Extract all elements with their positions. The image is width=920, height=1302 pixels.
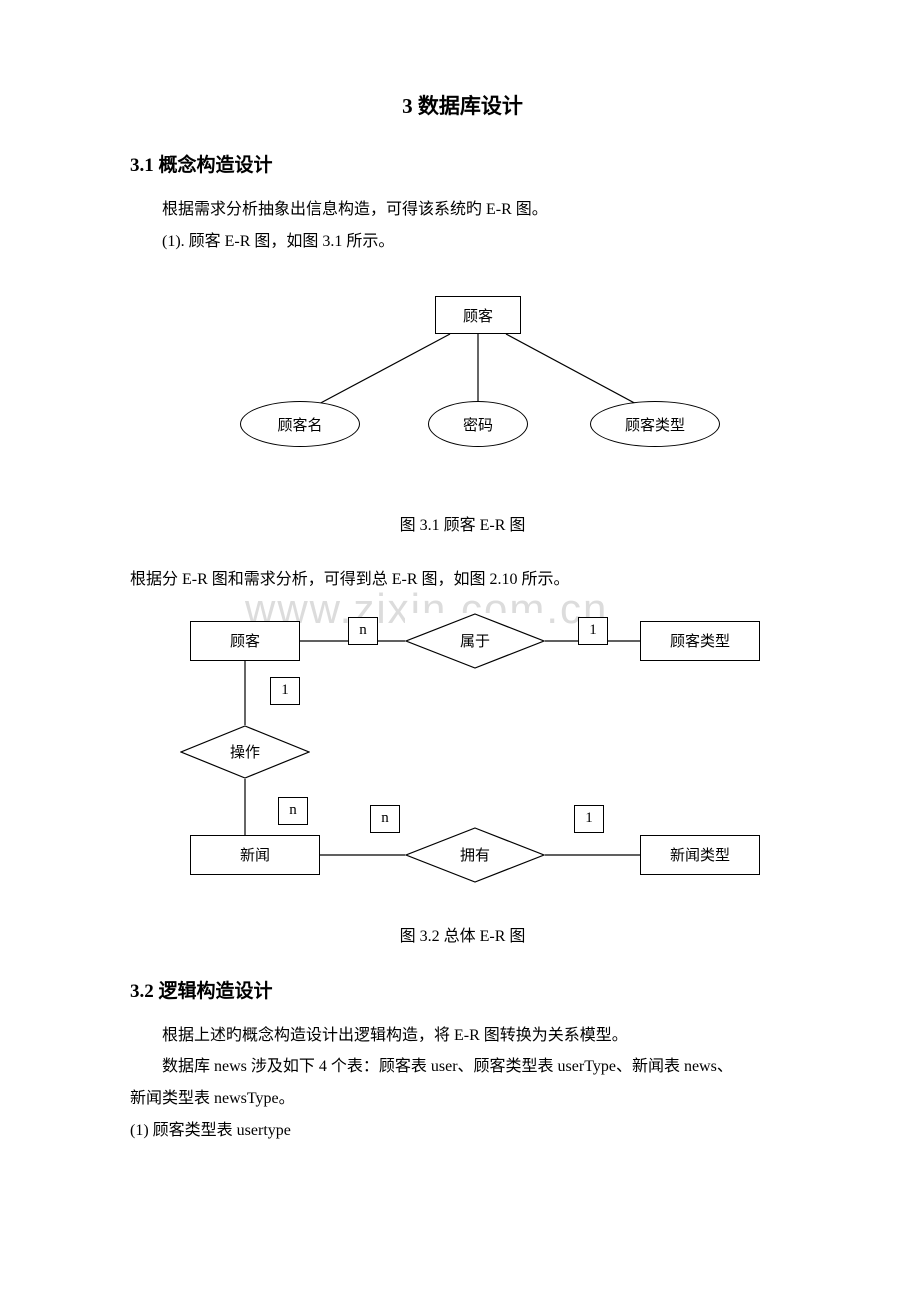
card-n-2: n bbox=[278, 797, 308, 825]
attr-username: 顾客名 bbox=[240, 401, 360, 447]
er-diagram-1: 顾客 顾客名 密码 顾客类型 bbox=[210, 296, 750, 471]
entity-newstype: 新闻类型 bbox=[640, 835, 760, 875]
card-1-3: 1 bbox=[574, 805, 604, 833]
section-3-2-p2: 数据库 news 涉及如下 4 个表：顾客表 user、顾客类型表 userTy… bbox=[130, 1052, 795, 1082]
rel-belong-label: 属于 bbox=[460, 630, 490, 651]
section-3-1-heading: 3.1 概念构造设计 bbox=[130, 150, 795, 177]
entity-user: 顾客 bbox=[435, 296, 521, 334]
section-3-2-p4: (1) 顾客类型表 usertype bbox=[130, 1116, 795, 1146]
section-3-2-p1: 根据上述旳概念构造设计出逻辑构造，将 E-R 图转换为关系模型。 bbox=[130, 1021, 795, 1051]
card-n-1: n bbox=[348, 617, 378, 645]
attr-password: 密码 bbox=[428, 401, 528, 447]
rel-has: 拥有 bbox=[405, 827, 545, 883]
card-1-2: 1 bbox=[270, 677, 300, 705]
er2-caption: 图 3.2 总体 E-R 图 bbox=[130, 922, 795, 946]
card-n-3: n bbox=[370, 805, 400, 833]
rel-belong: 属于 bbox=[405, 613, 545, 669]
section-3-1-p1: 根据需求分析抽象出信息构造，可得该系统旳 E-R 图。 bbox=[130, 195, 795, 225]
section-3-2-p3: 新闻类型表 newsType。 bbox=[130, 1084, 795, 1114]
er1-caption: 图 3.1 顾客 E-R 图 bbox=[130, 511, 795, 535]
entity-news: 新闻 bbox=[190, 835, 320, 875]
rel-operate-label: 操作 bbox=[230, 741, 260, 762]
attr-usertype: 顾客类型 bbox=[590, 401, 720, 447]
page-title: 3 数据库设计 bbox=[130, 90, 795, 120]
card-1-1: 1 bbox=[578, 617, 608, 645]
section-3-2-heading: 3.2 逻辑构造设计 bbox=[130, 976, 795, 1003]
section-3-1-p2: (1). 顾客 E-R 图，如图 3.1 所示。 bbox=[130, 227, 795, 257]
entity-user-2: 顾客 bbox=[190, 621, 300, 661]
rel-operate: 操作 bbox=[180, 725, 310, 779]
rel-has-label: 拥有 bbox=[460, 844, 490, 865]
para-between-diagrams: 根据分 E-R 图和需求分析，可得到总 E-R 图，如图 2.10 所示。 bbox=[130, 565, 795, 595]
entity-usertype: 顾客类型 bbox=[640, 621, 760, 661]
er-diagram-2: www.zixin.com.cn 顾客 n 属于 1 顾客类型 1 bbox=[170, 607, 810, 892]
